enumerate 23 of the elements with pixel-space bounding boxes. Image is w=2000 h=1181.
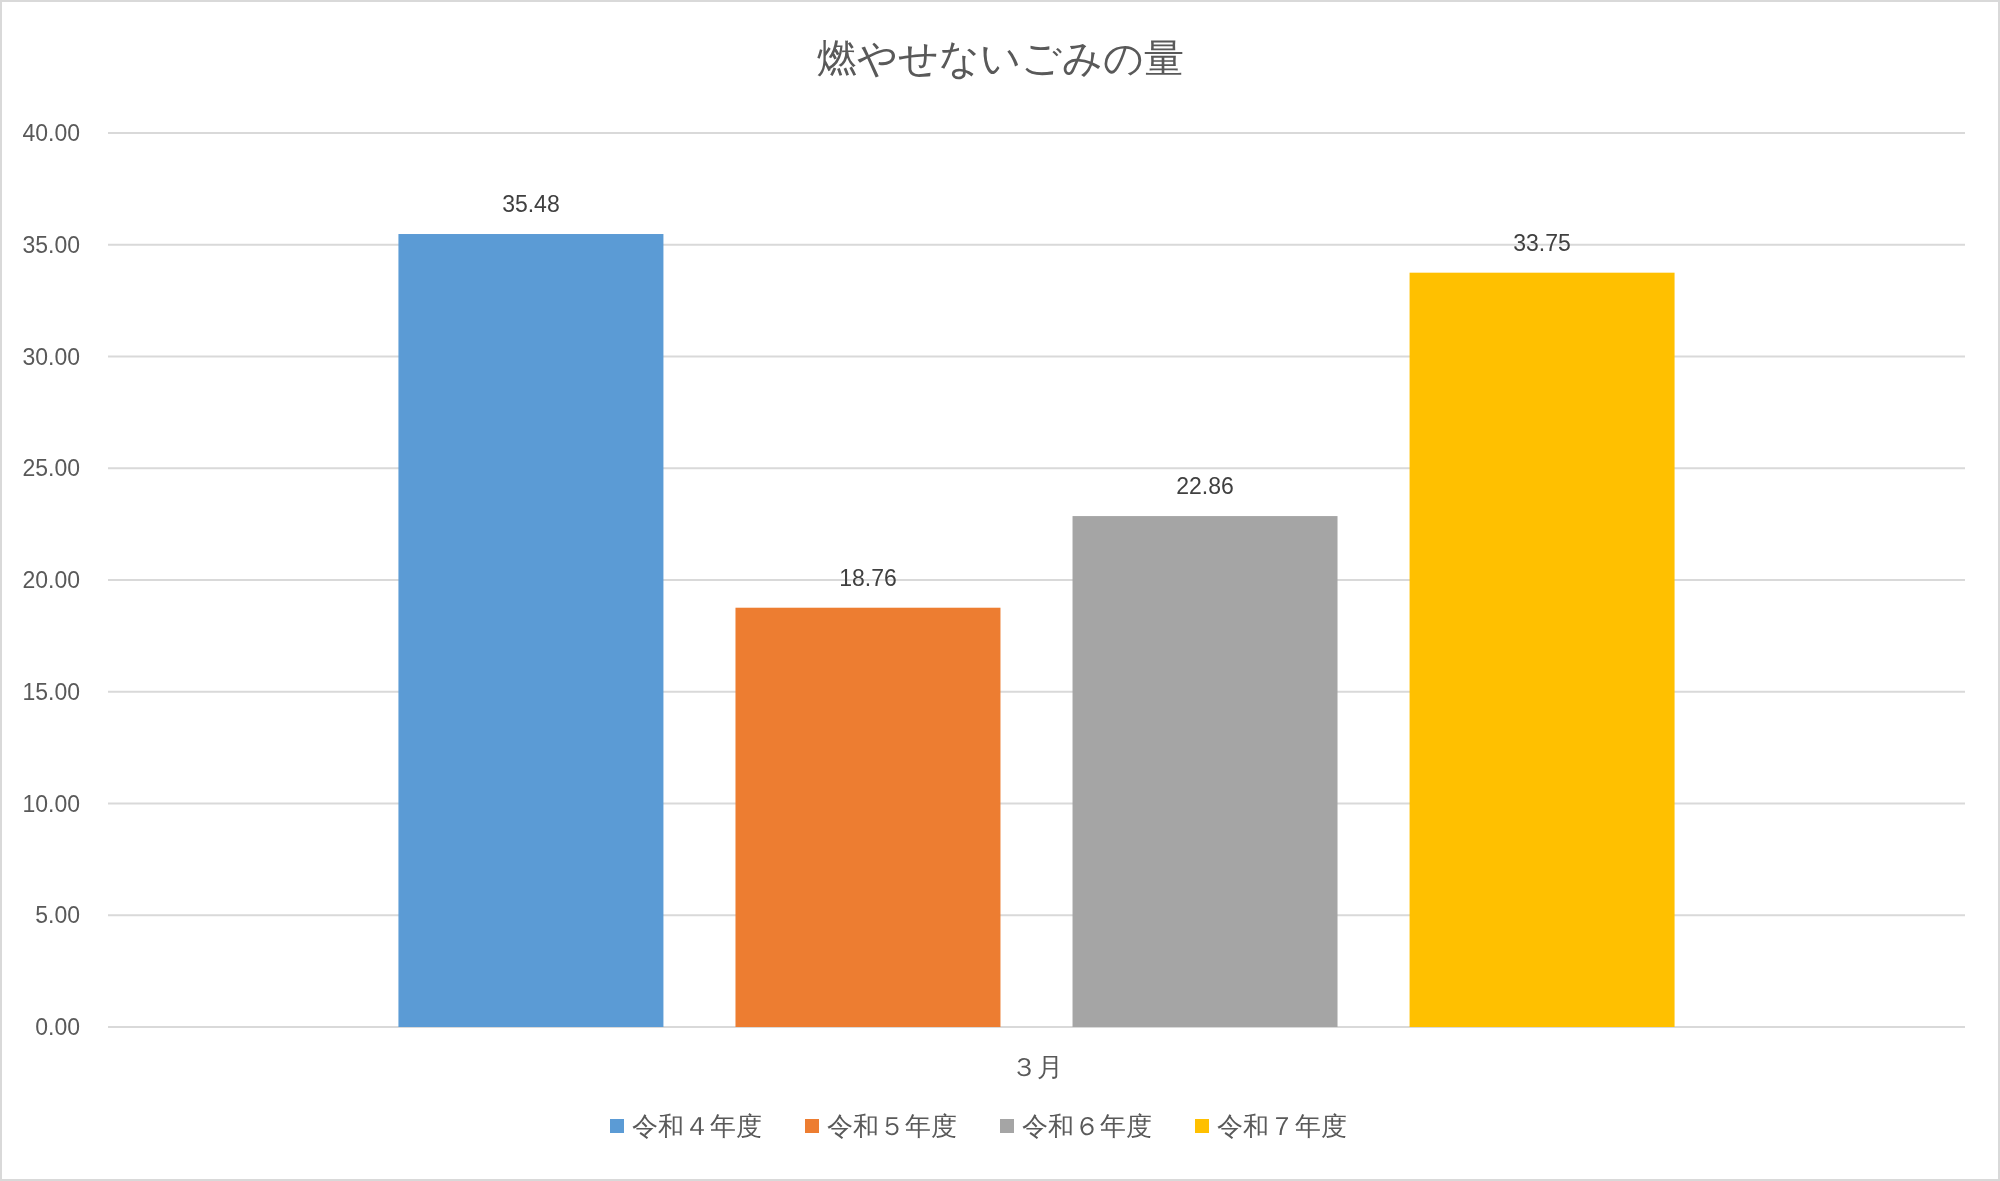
y-tick-label: 15.00 — [22, 678, 80, 705]
y-tick-label: 35.00 — [22, 231, 80, 258]
bar — [735, 607, 1001, 1027]
y-tick-label: 0.00 — [35, 1014, 80, 1040]
y-tick-label: 20.00 — [22, 567, 80, 593]
bar — [1072, 516, 1338, 1027]
x-tick-label: ３月 — [1010, 1052, 1063, 1082]
y-tick-label: 10.00 — [22, 790, 80, 817]
data-label: 33.75 — [1513, 229, 1571, 256]
bar — [398, 234, 664, 1027]
data-label: 18.76 — [839, 564, 897, 591]
y-tick-label: 40.00 — [22, 120, 80, 146]
legend-label: 令和６年度 — [1022, 1111, 1152, 1141]
y-tick-label: 25.00 — [22, 455, 80, 482]
legend-label: 令和５年度 — [827, 1111, 957, 1141]
chart-title: 燃やせないごみの量 — [816, 36, 1184, 80]
legend-label: 令和７年度 — [1217, 1111, 1347, 1141]
data-label: 35.48 — [502, 191, 560, 218]
data-label: 22.86 — [1176, 473, 1234, 500]
y-tick-label: 30.00 — [22, 343, 80, 370]
legend-label: 令和４年度 — [632, 1111, 762, 1141]
bar — [1409, 272, 1675, 1027]
y-tick-label: 5.00 — [35, 902, 80, 929]
